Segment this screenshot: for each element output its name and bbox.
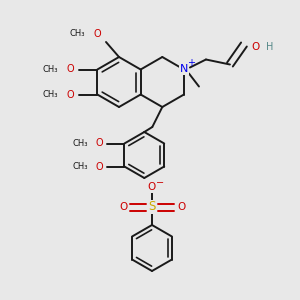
- Text: O: O: [67, 89, 74, 100]
- Text: O: O: [96, 139, 103, 148]
- Text: O: O: [252, 41, 260, 52]
- Text: H: H: [266, 41, 273, 52]
- Text: +: +: [187, 58, 195, 68]
- Text: CH₃: CH₃: [73, 139, 88, 148]
- Text: O: O: [67, 64, 74, 74]
- Text: O: O: [93, 29, 101, 39]
- Text: O: O: [119, 202, 127, 212]
- Text: O: O: [177, 202, 185, 212]
- Text: N: N: [180, 64, 188, 74]
- Text: S: S: [148, 200, 156, 214]
- Text: −: −: [156, 178, 164, 188]
- Text: CH₃: CH₃: [43, 65, 58, 74]
- Text: CH₃: CH₃: [43, 90, 58, 99]
- Text: CH₃: CH₃: [73, 162, 88, 171]
- Text: CH₃: CH₃: [70, 29, 85, 38]
- Text: O: O: [148, 182, 156, 192]
- Text: O: O: [96, 161, 103, 172]
